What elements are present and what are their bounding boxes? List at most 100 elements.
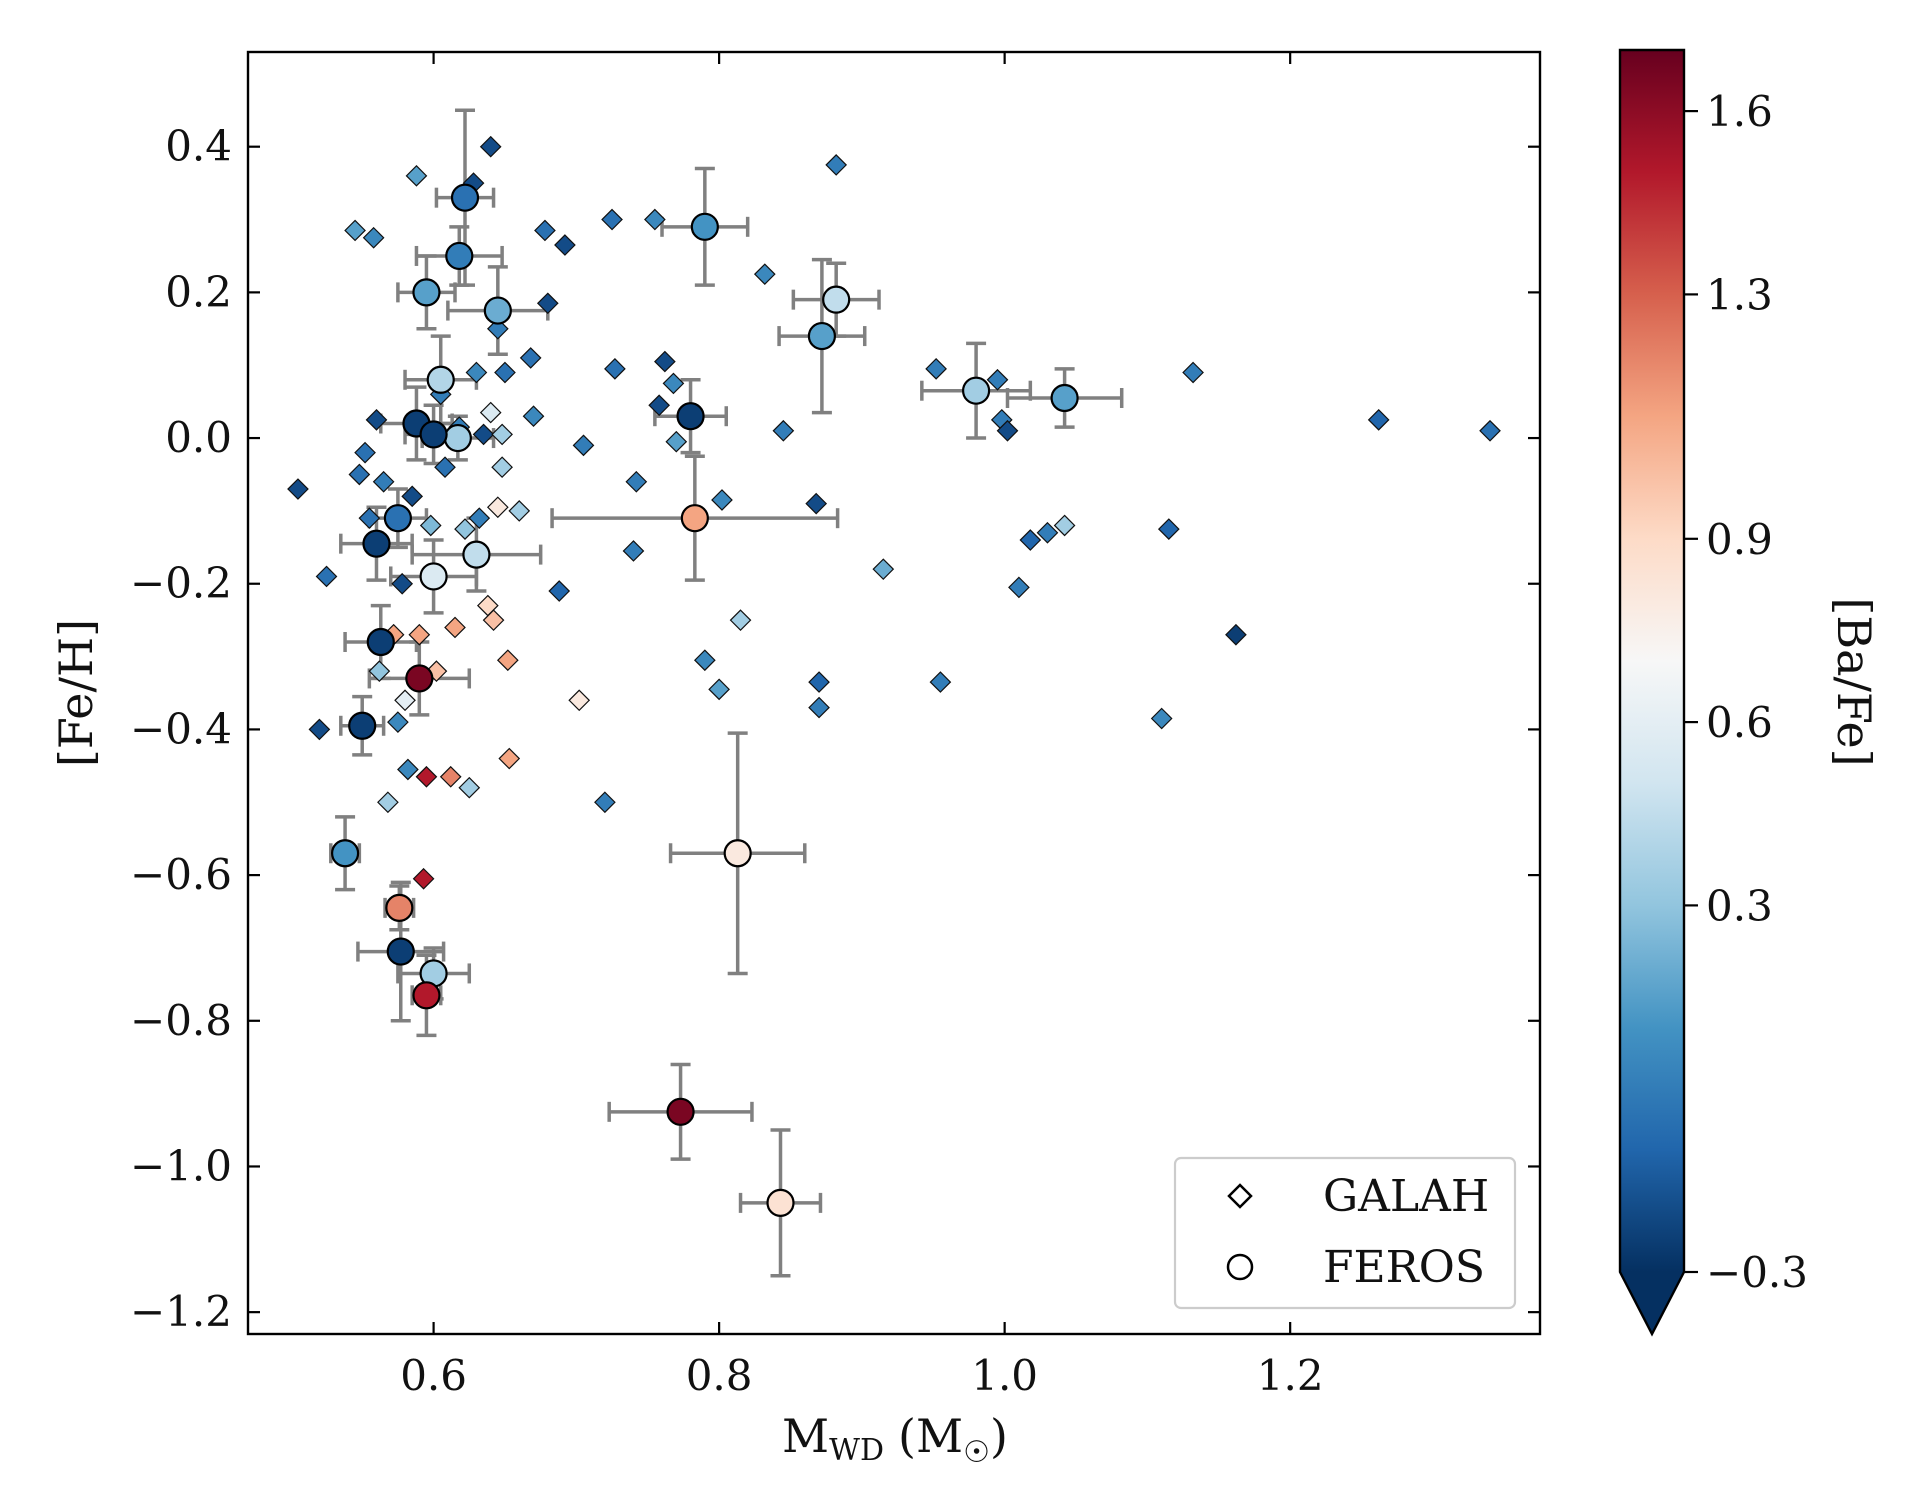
galah-point	[662, 372, 685, 395]
colorbar-gradient	[1620, 50, 1684, 1272]
colorbar-tick-label: 1.6	[1706, 87, 1773, 136]
galah-point	[468, 507, 491, 530]
x-tick-label: 1.0	[971, 1351, 1038, 1400]
galah-point	[454, 518, 476, 540]
feros-point	[445, 241, 474, 271]
colorbar-tick-label: 1.3	[1706, 270, 1773, 319]
galah-point	[1225, 623, 1247, 646]
x-axis: 0.6 0.8 1.0 1.2	[400, 52, 1324, 1400]
galah-point	[408, 623, 431, 646]
galah-point	[654, 350, 676, 373]
galah-point	[348, 463, 371, 486]
feros-point	[1050, 383, 1079, 413]
x-axis-label-unit-open: (M	[898, 1409, 963, 1463]
y-tick-label: −0.4	[130, 704, 232, 753]
galah-point	[372, 470, 395, 493]
galah-point	[308, 718, 331, 741]
galah-point	[808, 671, 830, 693]
galah-point	[1367, 408, 1390, 431]
galah-point	[772, 419, 795, 442]
colorbar-tick-label: 0.6	[1706, 698, 1773, 747]
galah-point	[354, 441, 376, 464]
galah-point	[753, 263, 776, 286]
galah-point	[458, 776, 481, 799]
plot-area	[248, 52, 1540, 1334]
y-tick-label: −0.8	[130, 996, 232, 1045]
x-axis-label-unit-close: )	[990, 1409, 1008, 1463]
feros-point	[348, 711, 377, 740]
legend-frame	[1173, 1156, 1517, 1310]
galah-point	[287, 478, 309, 500]
feros-point	[386, 937, 415, 966]
colorbar-label: [Ba/Fe]	[1827, 597, 1881, 766]
galah-series	[287, 135, 1501, 890]
galah-point	[482, 609, 505, 632]
galah-point	[996, 419, 1019, 442]
feros-point	[666, 1097, 695, 1126]
galah-point	[377, 791, 399, 814]
galah-point	[1150, 707, 1173, 730]
galah-point	[394, 689, 416, 712]
galah-point	[1053, 514, 1076, 537]
galah-point	[711, 489, 733, 511]
galah-point	[693, 649, 716, 672]
x-axis-label-sub: WD	[829, 1433, 884, 1468]
feros-point	[690, 212, 719, 241]
feros-point	[385, 893, 414, 922]
galah-point	[1157, 518, 1180, 540]
galah-point	[534, 219, 556, 242]
feros-point	[450, 183, 480, 212]
galah-point	[465, 361, 488, 384]
colorbar: 1.6 1.3 0.9 0.6 0.3 −0.3 [Ba/Fe]	[1618, 48, 1881, 1337]
legend: GALAH FEROS	[1173, 1156, 1517, 1310]
feros-point	[443, 423, 472, 453]
galah-point	[405, 164, 428, 187]
colorbar-outline	[1618, 48, 1686, 1337]
y-axis-label: [Fe/H]	[49, 619, 103, 767]
legend-circle-icon	[1226, 1253, 1254, 1281]
galah-point	[391, 572, 414, 595]
galah-point	[498, 747, 521, 770]
galah-point	[594, 791, 616, 814]
galah-point	[496, 649, 519, 672]
feros-point	[419, 562, 448, 591]
galah-point	[925, 358, 947, 380]
galah-point	[491, 423, 513, 446]
galah-point	[368, 660, 391, 682]
galah-point	[572, 434, 595, 457]
galah-point	[554, 234, 576, 256]
galah-point	[622, 540, 645, 562]
galah-point	[644, 208, 666, 231]
galah-point	[986, 368, 1009, 391]
feros-point	[419, 420, 448, 449]
feros-series	[330, 183, 1079, 1217]
galah-point	[708, 678, 730, 701]
galah-point	[419, 514, 442, 537]
x-tick-label: 0.8	[686, 1351, 753, 1400]
galah-point	[494, 361, 516, 384]
legend-label-feros: FEROS	[1323, 1242, 1485, 1293]
x-axis-label: MWD (M☉)	[782, 1409, 1008, 1470]
y-tick-label: 0.2	[165, 267, 232, 316]
galah-point	[491, 456, 513, 479]
galah-point	[1008, 576, 1030, 599]
galah-point	[344, 219, 366, 242]
galah-point	[387, 711, 409, 733]
feros-point	[676, 402, 705, 431]
galah-point	[415, 765, 438, 788]
colorbar-tick-label: 0.3	[1706, 881, 1773, 930]
galah-point	[568, 689, 591, 712]
feros-point	[766, 1188, 795, 1217]
galah-point	[472, 423, 495, 446]
feros-point	[961, 376, 991, 405]
galah-point	[358, 507, 381, 530]
feros-point	[362, 529, 391, 558]
galah-point	[665, 430, 688, 453]
feros-point	[412, 981, 441, 1010]
galah-point	[434, 456, 456, 479]
galah-point	[397, 758, 419, 781]
y-tick-label: −0.2	[130, 559, 232, 608]
y-tick-label: −0.6	[130, 850, 232, 899]
galah-point	[805, 492, 828, 515]
